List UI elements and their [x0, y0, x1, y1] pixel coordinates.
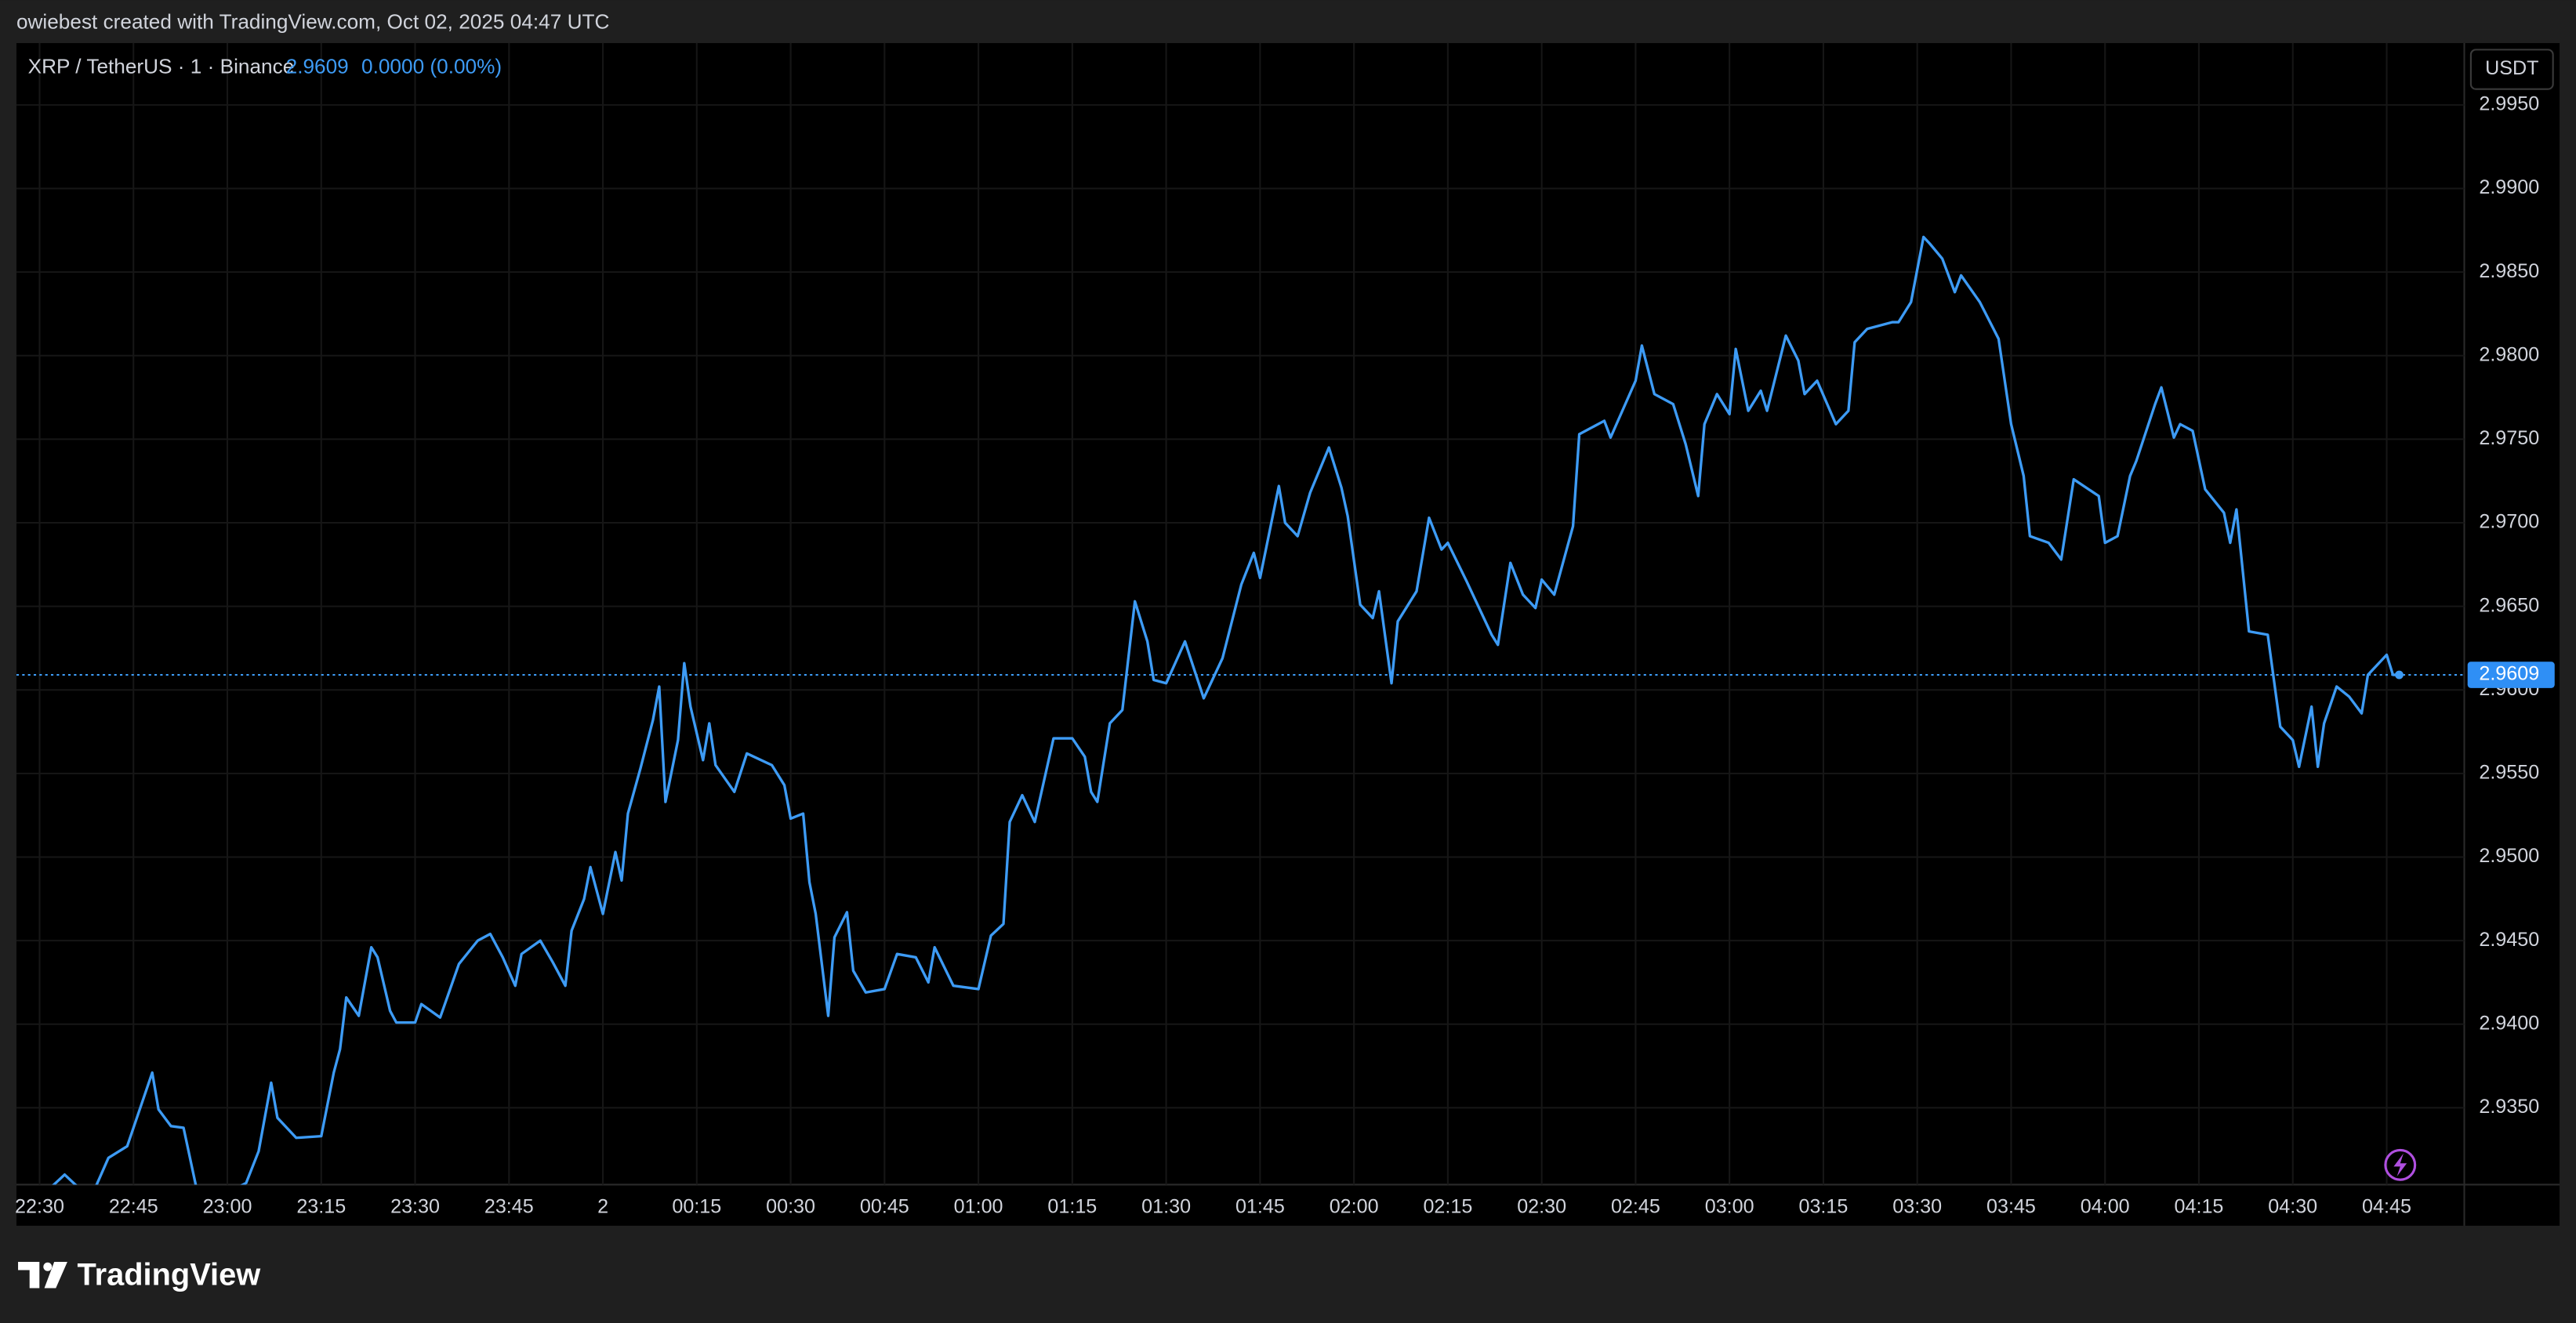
x-tick-label: 22:45	[109, 1195, 158, 1217]
x-tick-label: 02:15	[1423, 1195, 1472, 1217]
currency-button[interactable]	[2469, 49, 2554, 90]
lightning-icon[interactable]	[2384, 1148, 2417, 1181]
x-tick-label: 23:45	[484, 1195, 534, 1217]
x-tick-label: 23:00	[203, 1195, 252, 1217]
last-price-label: 2.9609	[2479, 663, 2539, 685]
y-tick-label: 2.9700	[2479, 511, 2539, 533]
y-tick-label: 2.9850	[2479, 260, 2539, 282]
brand-name: TradingView	[77, 1257, 261, 1292]
x-tick-label: 00:30	[766, 1195, 815, 1217]
last-price-box	[2467, 662, 2555, 688]
legend-price: 2.9609	[286, 54, 349, 78]
logo-slash	[44, 1261, 67, 1289]
grid	[16, 42, 2465, 1185]
y-tick-label: 2.9950	[2479, 93, 2539, 115]
y-tick-label: 2.9750	[2479, 427, 2539, 449]
x-tick-label: 02:00	[1330, 1195, 1379, 1217]
header-text: owiebest created with TradingView.com, O…	[16, 10, 609, 34]
last-point	[2395, 670, 2404, 680]
x-tick-label: 03:45	[1986, 1195, 2036, 1217]
x-tick-label: 22:30	[15, 1195, 64, 1217]
lightning-bolt	[2393, 1153, 2407, 1176]
x-tick-label: 02:30	[1517, 1195, 1566, 1217]
y-tick-label: 2.9350	[2479, 1096, 2539, 1118]
x-tick-label: 04:00	[2081, 1195, 2130, 1217]
y-tick-label: 2.9500	[2479, 845, 2539, 867]
x-tick-label: 03:15	[1798, 1195, 1848, 1217]
y-tick-label: 2.9800	[2479, 343, 2539, 365]
x-tick-label: 00:15	[672, 1195, 721, 1217]
x-tick-label: 01:45	[1235, 1195, 1285, 1217]
logo-dot	[43, 1262, 53, 1271]
x-tick-label: 01:15	[1047, 1195, 1097, 1217]
x-tick-label: 2	[597, 1195, 608, 1217]
y-tick-label: 2.9900	[2479, 176, 2539, 198]
x-tick-label: 23:15	[296, 1195, 346, 1217]
plot	[16, 235, 2465, 1185]
x-tick-label: 04:30	[2268, 1195, 2317, 1217]
x-tick-label: 01:00	[954, 1195, 1003, 1217]
y-tick-label: 2.9650	[2479, 594, 2539, 616]
x-tick-label: 04:15	[2175, 1195, 2224, 1217]
brand-logo: TradingView	[18, 1257, 261, 1292]
x-tick-label: 04:45	[2362, 1195, 2411, 1217]
y-tick-label: 2.9550	[2479, 762, 2539, 784]
axes: 2.93502.94002.94502.95002.95502.96002.96…	[15, 93, 2555, 1217]
y-tick-label: 2.9400	[2479, 1012, 2539, 1034]
logo-mark	[18, 1261, 40, 1289]
price-line	[52, 235, 2400, 1185]
y-tick-label: 2.9450	[2479, 929, 2539, 951]
x-tick-label: 23:30	[390, 1195, 440, 1217]
symbol-title: XRP / TetherUS · 1 · Binance	[28, 54, 295, 78]
x-tick-label: 00:45	[860, 1195, 909, 1217]
x-tick-label: 03:00	[1705, 1195, 1754, 1217]
currency-label[interactable]: USDT	[2485, 57, 2538, 79]
x-tick-label: 02:45	[1611, 1195, 1660, 1217]
x-tick-label: 03:30	[1892, 1195, 1942, 1217]
chart-area	[16, 42, 2560, 1226]
legend-change: 0.0000 (0.00%)	[361, 54, 502, 78]
x-tick-label: 01:30	[1141, 1195, 1191, 1217]
